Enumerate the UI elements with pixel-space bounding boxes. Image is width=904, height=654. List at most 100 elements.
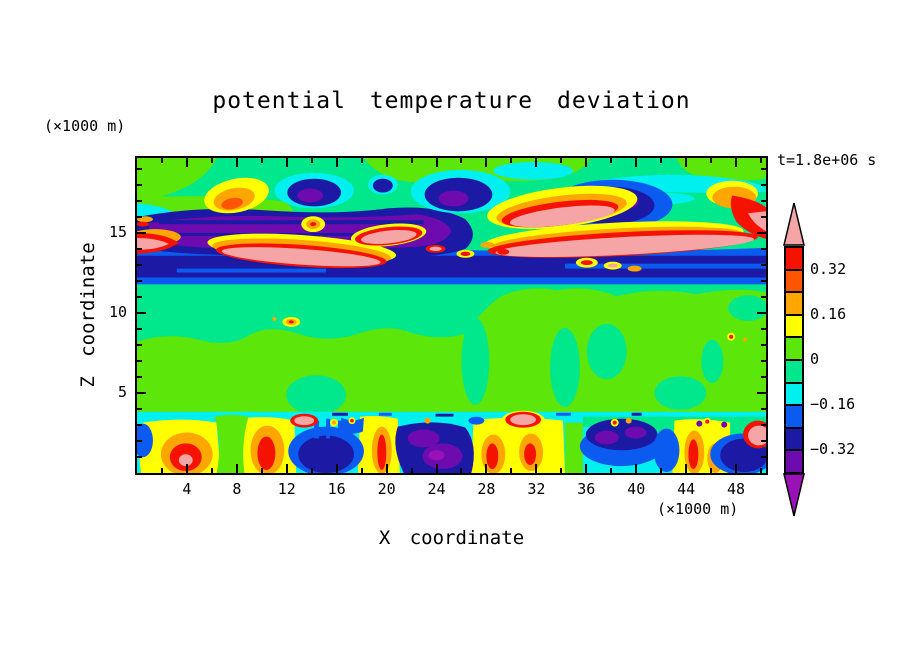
colorbar-segment xyxy=(786,381,802,405)
y-axis-unit-label: (×1000 m) xyxy=(44,117,126,135)
colorbar-segment xyxy=(786,358,802,382)
x-minor-tick xyxy=(310,468,313,473)
x-major-tick xyxy=(385,464,388,473)
x-major-tick xyxy=(435,464,438,473)
y-tick-label: 15 xyxy=(108,223,127,242)
y-minor-tick xyxy=(137,280,142,283)
y-minor-tick xyxy=(137,248,142,251)
x-minor-tick xyxy=(660,158,663,163)
y-minor-tick xyxy=(137,296,142,299)
x-minor-tick xyxy=(160,158,163,163)
x-tick-label: 20 xyxy=(377,480,396,498)
x-major-tick xyxy=(635,158,638,167)
plot-title: potential temperature deviation xyxy=(212,88,691,114)
y-minor-tick xyxy=(761,248,766,251)
y-minor-tick xyxy=(761,424,766,427)
x-tick-label: 24 xyxy=(427,480,446,498)
x-tick-label: 16 xyxy=(327,480,346,498)
y-minor-tick xyxy=(137,344,142,347)
y-minor-tick xyxy=(137,216,142,219)
plot-area xyxy=(135,156,768,475)
y-minor-tick xyxy=(137,360,142,363)
x-minor-tick xyxy=(760,158,762,163)
x-major-tick xyxy=(335,158,338,167)
x-minor-tick xyxy=(710,468,713,473)
y-minor-tick xyxy=(761,296,766,299)
x-major-tick xyxy=(335,464,338,473)
y-major-tick xyxy=(137,312,146,315)
x-tick-label: 36 xyxy=(577,480,596,498)
contour-field xyxy=(137,158,766,473)
x-tick-label: 44 xyxy=(677,480,696,498)
wave-warm-tongues xyxy=(137,177,766,272)
x-minor-tick xyxy=(360,468,363,473)
time-annotation: t=1.8e+06 s xyxy=(777,151,877,169)
y-minor-tick xyxy=(137,424,142,427)
colorbar-segment xyxy=(786,336,802,359)
y-major-tick xyxy=(757,232,766,235)
y-minor-tick xyxy=(761,200,766,203)
interface-line xyxy=(137,411,766,417)
y-minor-tick xyxy=(137,408,142,411)
colorbar-tick-label: 0.16 xyxy=(810,305,847,324)
x-minor-tick xyxy=(610,468,613,473)
x-minor-tick xyxy=(710,158,713,163)
colorbar-overflow-arrow-bottom xyxy=(783,473,805,517)
x-minor-tick xyxy=(260,158,263,163)
y-major-tick xyxy=(757,392,766,395)
boundary-layer-band xyxy=(137,410,766,473)
colorbar-tick-label: −0.16 xyxy=(810,394,856,413)
y-major-tick xyxy=(757,312,766,315)
colorbar-segment xyxy=(786,291,802,314)
colorbar-segment xyxy=(786,268,802,292)
x-major-tick xyxy=(685,464,688,473)
x-major-tick xyxy=(635,464,638,473)
x-minor-tick xyxy=(760,468,762,473)
y-major-tick xyxy=(137,392,146,395)
x-minor-tick xyxy=(610,158,613,163)
x-major-tick xyxy=(385,158,388,167)
x-major-tick xyxy=(485,464,488,473)
x-minor-tick xyxy=(260,468,263,473)
x-minor-tick xyxy=(360,158,363,163)
x-major-tick xyxy=(735,464,738,473)
mid-level-band xyxy=(137,288,766,415)
y-tick-label: 5 xyxy=(117,383,127,402)
colorbar-segment xyxy=(786,404,802,427)
y-minor-tick xyxy=(137,200,142,203)
x-minor-tick xyxy=(510,468,513,473)
y-minor-tick xyxy=(761,456,766,458)
colorbar-segment xyxy=(786,248,802,269)
x-tick-label: 40 xyxy=(627,480,646,498)
y-minor-tick xyxy=(761,344,766,347)
y-minor-tick xyxy=(761,280,766,283)
x-tick-label: 8 xyxy=(232,480,242,498)
x-tick-label: 4 xyxy=(182,480,192,498)
x-axis-title: X coordinate xyxy=(378,527,525,549)
colorbar-overflow-arrow-top xyxy=(783,202,805,246)
y-minor-tick xyxy=(761,216,766,219)
y-minor-tick xyxy=(761,184,766,187)
x-major-tick xyxy=(685,158,688,167)
y-minor-tick xyxy=(761,440,766,443)
x-major-tick xyxy=(235,464,238,473)
x-tick-label: 12 xyxy=(277,480,296,498)
x-minor-tick xyxy=(210,468,213,473)
x-major-tick xyxy=(535,464,538,473)
colorbar-tick-label: 0 xyxy=(810,350,820,368)
colorbar-tick-label: 0.32 xyxy=(810,260,847,279)
colorbar-segment xyxy=(786,313,802,337)
x-major-tick xyxy=(185,464,188,473)
x-minor-tick xyxy=(660,468,663,473)
y-minor-tick xyxy=(137,456,142,458)
y-minor-tick xyxy=(761,264,766,267)
y-tick-label: 10 xyxy=(108,303,127,322)
colorbar-segment xyxy=(786,426,802,450)
x-major-tick xyxy=(585,464,588,473)
x-major-tick xyxy=(735,158,738,167)
x-axis-unit-label: (×1000 m) xyxy=(657,500,739,518)
x-tick-label: 48 xyxy=(727,480,746,498)
y-minor-tick xyxy=(761,168,766,171)
x-tick-label: 28 xyxy=(477,480,496,498)
x-major-tick xyxy=(185,158,188,167)
